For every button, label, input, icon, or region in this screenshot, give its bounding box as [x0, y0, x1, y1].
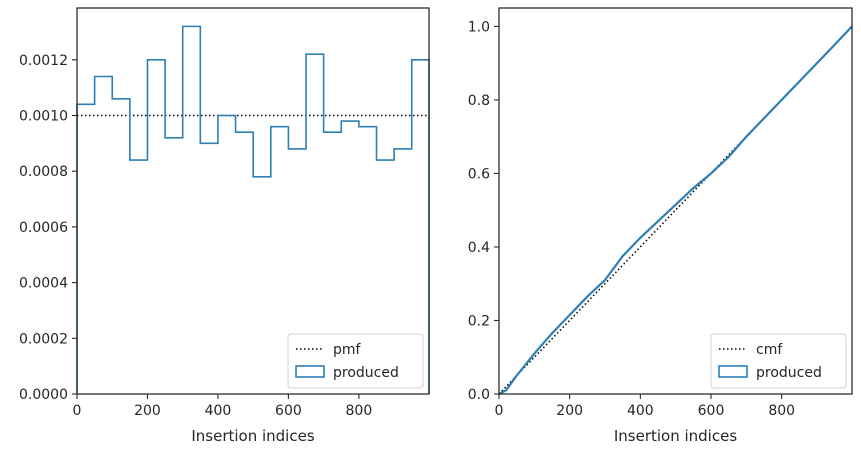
x-tick-label: 600: [698, 403, 725, 419]
y-tick-label: 0.4: [468, 240, 490, 256]
y-tick-label: 0.8: [468, 93, 490, 109]
axes-frame: [498, 7, 853, 395]
x-axis-label: Insertion indices: [191, 427, 314, 445]
legend-label-pmf: pmf: [333, 342, 362, 358]
legend-box: [710, 333, 847, 389]
x-tick-label: 400: [627, 403, 654, 419]
y-tick-label: 0.0008: [19, 164, 68, 180]
legend-handle-produced: [718, 365, 748, 378]
x-axis-label: Insertion indices: [614, 427, 737, 445]
legend-box: [287, 333, 424, 389]
y-tick-label: 0.0012: [19, 53, 68, 69]
legend-handle-produced: [295, 365, 325, 378]
x-tick-label: 800: [768, 403, 795, 419]
y-tick-label: 0.6: [468, 166, 490, 182]
y-tick-label: 0.0004: [19, 276, 68, 292]
chart-panel-2: 0 200 400 600 800 0.0 0.2 0.4 0.6 0.8 1.0 Insertion…: [468, 7, 853, 445]
x-tick-label: 600: [275, 403, 302, 419]
x-tick-label: 0: [73, 403, 82, 419]
chart-panel-1: 0 200 400 600 800 0.0000 0.0002 0.0004 0.0006 0.0…: [19, 7, 430, 445]
x-tick-label: 400: [205, 403, 232, 419]
x-tick-label: 200: [134, 403, 161, 419]
legend: pmf produced: [287, 333, 424, 389]
y-tick-label: 0.0006: [19, 220, 68, 236]
y-tick-label: 0.2: [468, 313, 490, 329]
axes-frame: [76, 7, 430, 395]
series-produced-line: [76, 25, 430, 394]
legend-label-cmf: cmf: [756, 342, 783, 358]
x-tick-label: 0: [495, 403, 504, 419]
x-tick-label: 800: [346, 403, 373, 419]
x-tick-label: 200: [556, 403, 583, 419]
y-tick-label: 0.0002: [19, 331, 68, 347]
legend-label-produced: produced: [756, 365, 822, 381]
y-tick-label: 1.0: [468, 19, 490, 35]
series-produced-line: [498, 25, 853, 395]
y-tick-label: 0.0010: [19, 109, 68, 125]
y-tick-label: 0.0000: [19, 387, 68, 403]
y-tick-label: 0.0: [468, 387, 490, 403]
legend-label-produced: produced: [333, 365, 399, 381]
legend: cmf produced: [710, 333, 847, 389]
